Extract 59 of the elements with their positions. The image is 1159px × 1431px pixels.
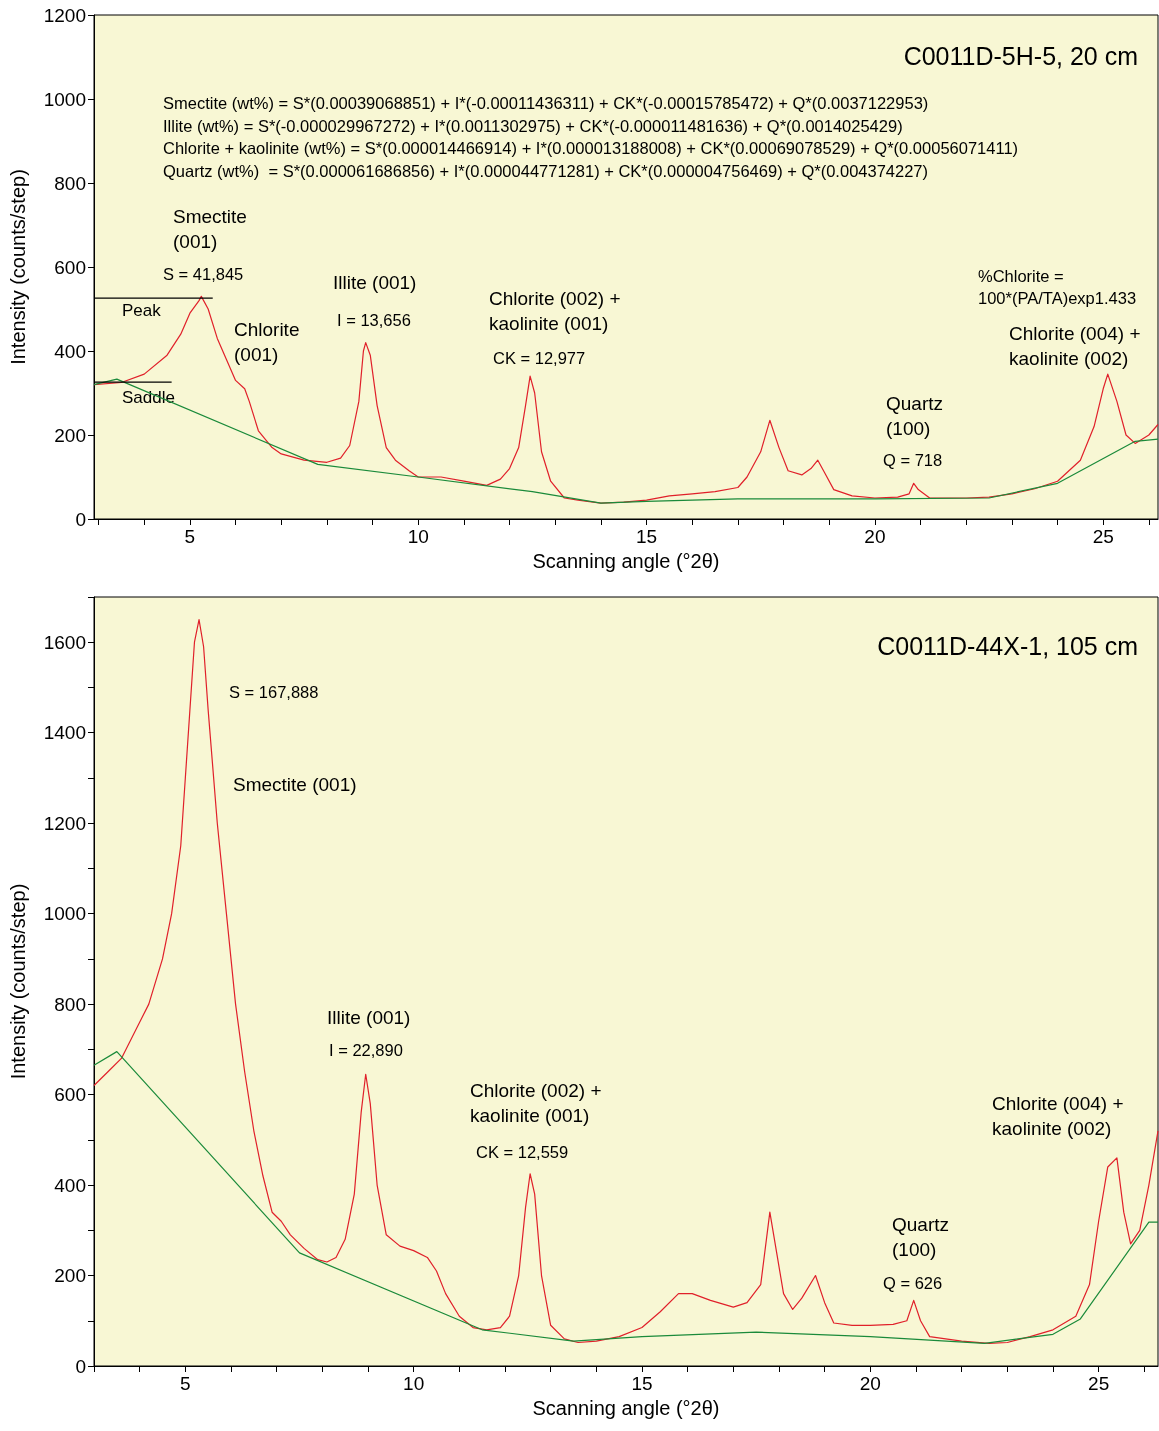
x-tick-label: 25	[1088, 1373, 1110, 1394]
x-tick-label: 5	[180, 1373, 191, 1394]
annotation: Quartz (wt%) = S*(0.000061686856) + I*(0.000044771281) + CK*(0.000004756469) + Q*(0.004374227)	[163, 161, 929, 180]
y-tick-label: 400	[54, 340, 86, 362]
x-tick-label: 20	[859, 1373, 881, 1394]
x-tick-label: 15	[631, 1373, 653, 1394]
line-series	[93, 619, 1159, 1344]
y-tick-label: 600	[54, 256, 86, 278]
y-tick-label: 400	[54, 1174, 86, 1196]
y-tick-label: 1000	[43, 903, 86, 925]
annotation: %Chlorite = 100*(PA/TA)exp1.433	[978, 267, 1137, 307]
y-tick-label: 1200	[43, 812, 86, 834]
y-tick-label: 600	[54, 1084, 86, 1106]
annotation: CK = 12,977	[493, 349, 586, 367]
annotation: Peak	[122, 300, 162, 320]
annotation: Illite (001)	[333, 272, 417, 293]
annotation: Quartz (100)	[892, 1214, 950, 1260]
x-axis-title: Scanning angle (°2θ)	[532, 1397, 720, 1419]
line-series	[93, 378, 1159, 504]
y-tick-label: 1200	[43, 4, 86, 26]
annotation: Chlorite (004) + kaolinite (002)	[1009, 323, 1141, 369]
annotation: I = 22,890	[329, 1041, 403, 1059]
x-tick-label: 5	[184, 526, 196, 547]
annotation: Quartz (100)	[886, 393, 944, 439]
x-tick-label: 20	[864, 526, 886, 547]
y-axis-title: Intensity (counts/step)	[7, 883, 29, 1080]
annotation: Illite (001)	[327, 1007, 411, 1028]
annotation: Chlorite (002) + kaolinite (001)	[470, 1080, 602, 1126]
annotation: Chlorite (004) + kaolinite (002)	[992, 1093, 1124, 1139]
annotation: Chlorite (001)	[234, 319, 300, 365]
y-tick-label: 800	[54, 993, 86, 1015]
annotation: Illite (wt%) = S*(-0.000029967272) + I*(0.0011302975) + CK*(-0.000011481636) + Q*(0.0014025429)	[163, 116, 903, 135]
annotation: S = 167,888	[229, 683, 319, 701]
annotation: Smectite (001)	[233, 774, 357, 795]
annotation: Chlorite + kaolinite (wt%) = S*(0.000014466914) + I*(0.000013188008) + CK*(0.00069078529) + Q*(0.00056071411)	[163, 139, 1019, 157]
y-tick-label: 200	[54, 1265, 86, 1287]
x-tick-label: 25	[1092, 526, 1114, 547]
y-axis-title: Intensity (counts/step)	[7, 169, 29, 365]
y-tick-label: 0	[75, 1355, 86, 1377]
x-tick-label: 10	[403, 1373, 425, 1394]
annotation: Chlorite (002) + kaolinite (001)	[489, 288, 621, 334]
annotation: CK = 12,559	[476, 1143, 569, 1161]
annotation: I = 13,656	[337, 311, 411, 329]
y-tick-label: 1400	[43, 722, 86, 744]
annotation: Smectite (wt%) = S*(0.00039068851) + I*(-0.00011436311) + CK*(-0.00015785472) + Q*(0.0037122953)	[163, 94, 929, 112]
y-tick-label: 1600	[43, 631, 86, 653]
x-tick-label: 10	[407, 526, 429, 547]
x-tick-label: 15	[635, 526, 658, 547]
x-axis-title: Scanning angle (°2θ)	[532, 550, 720, 572]
text: C0011D-44X-1, 105 cm	[877, 631, 1138, 660]
y-tick-label: 0	[75, 508, 86, 530]
y-tick-label: 1000	[43, 88, 86, 110]
annotation: S = 41,845	[163, 265, 244, 283]
y-tick-label: 800	[54, 172, 86, 194]
annotation: Q = 626	[883, 1274, 943, 1292]
y-tick-label: 200	[54, 424, 86, 446]
annotation: Q = 718	[883, 451, 943, 469]
text: C0011D-5H-5, 20 cm	[903, 41, 1139, 70]
annotation: Smectite (001)	[173, 206, 247, 252]
